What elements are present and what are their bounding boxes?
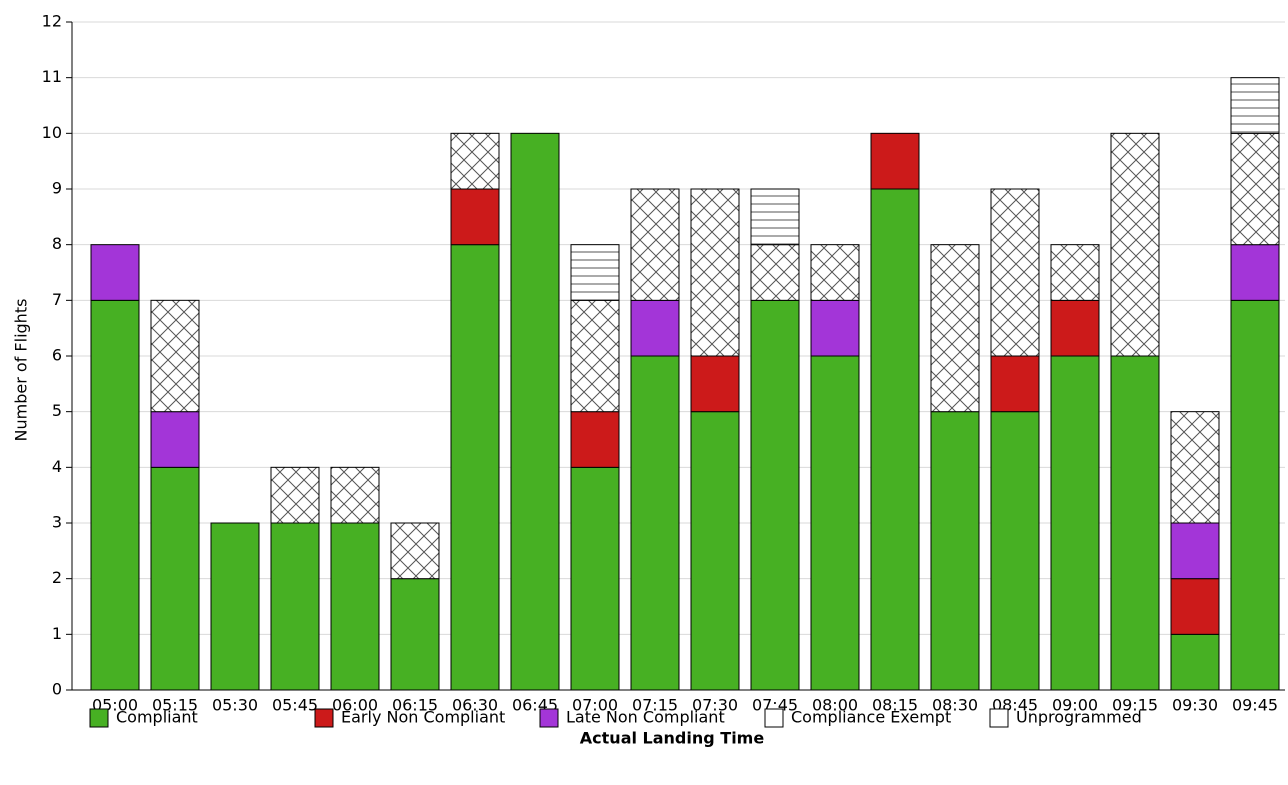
bar-segment <box>1050 355 1100 691</box>
x-tick-label: 08:30 <box>932 696 978 715</box>
x-tick-label: 05:30 <box>212 696 258 715</box>
bar-segment <box>330 522 380 691</box>
x-tick-label: 06:00 <box>332 696 378 715</box>
bar-segment <box>990 355 1040 413</box>
bar-segment <box>1170 522 1220 580</box>
bar-segment <box>570 244 620 301</box>
bar-segment <box>1050 244 1100 301</box>
y-tick-label: 5 <box>52 401 62 420</box>
bar-segment <box>630 188 680 301</box>
bar-segment <box>810 299 860 357</box>
bar-segment <box>1110 355 1160 691</box>
x-tick-label: 06:15 <box>392 696 438 715</box>
bar-segment <box>1050 299 1100 357</box>
y-tick-label: 4 <box>52 457 62 476</box>
bar-segment <box>270 522 320 691</box>
bar-segment <box>1170 578 1220 635</box>
bar-segment <box>690 188 740 357</box>
y-tick-label: 3 <box>52 513 62 532</box>
bar-segment <box>150 299 200 413</box>
x-tick-label: 09:45 <box>1232 696 1278 715</box>
x-tick-label: 06:30 <box>452 696 498 715</box>
x-tick-label: 09:00 <box>1052 696 1098 715</box>
legend-label: Unprogrammed <box>1016 708 1142 727</box>
bar-segment <box>990 411 1040 691</box>
bar-segment <box>450 188 500 246</box>
y-tick-label: 9 <box>52 179 62 198</box>
bar-segment <box>870 132 920 190</box>
bar-segment <box>270 466 320 524</box>
legend-swatch <box>764 708 784 728</box>
bar-segment <box>90 299 140 691</box>
x-tick-label: 07:15 <box>632 696 678 715</box>
x-tick-label: 05:15 <box>152 696 198 715</box>
legend-swatch <box>539 708 559 728</box>
y-tick-label: 11 <box>42 67 62 86</box>
y-tick-label: 6 <box>52 346 62 365</box>
bar-segment <box>210 522 260 691</box>
bar-segment <box>750 299 800 691</box>
y-tick-label: 1 <box>52 624 62 643</box>
x-tick-label: 07:30 <box>692 696 738 715</box>
bar-segment <box>690 355 740 413</box>
bar-segment <box>750 188 800 246</box>
bar-segment <box>330 466 380 524</box>
x-tick-label: 07:00 <box>572 696 618 715</box>
x-axis-label: Actual Landing Time <box>580 729 765 748</box>
bar-segment <box>690 411 740 691</box>
bar-segment <box>930 411 980 691</box>
y-axis-label: Number of Flights <box>12 299 31 442</box>
bar-segment <box>870 188 920 691</box>
legend-label: Late Non Compliant <box>566 708 725 727</box>
x-tick-label: 09:30 <box>1172 696 1218 715</box>
bar-segment <box>570 411 620 468</box>
bar-segment <box>810 244 860 301</box>
legend-label: Early Non Compliant <box>341 708 505 727</box>
x-tick-label: 08:15 <box>872 696 918 715</box>
bar-segment <box>1230 132 1280 246</box>
bar-segment <box>1230 299 1280 691</box>
bar-segment <box>150 411 200 468</box>
y-tick-label: 0 <box>52 680 62 699</box>
y-tick-label: 2 <box>52 568 62 587</box>
legend-swatch <box>989 708 1009 728</box>
bar-segment <box>450 132 500 190</box>
legend-swatch <box>314 708 334 728</box>
bar-segment <box>90 244 140 301</box>
x-tick-label: 09:15 <box>1112 696 1158 715</box>
legend-label: Compliant <box>116 708 198 727</box>
bar-segment <box>390 578 440 691</box>
x-tick-label: 05:45 <box>272 696 318 715</box>
legend-swatch <box>89 708 109 728</box>
bar-segment <box>990 188 1040 357</box>
bar-segment <box>750 244 800 301</box>
y-tick-label: 12 <box>42 12 62 31</box>
bar-segment <box>810 355 860 691</box>
bar-segment <box>630 299 680 357</box>
bar-segment <box>450 244 500 691</box>
bar-segment <box>630 355 680 691</box>
bar-segment <box>1170 633 1220 691</box>
y-tick-label: 7 <box>52 290 62 309</box>
x-tick-label: 08:00 <box>812 696 858 715</box>
bar-segment <box>930 244 980 413</box>
y-tick-label: 10 <box>42 123 62 142</box>
bar-segment <box>570 466 620 691</box>
bar-segment <box>1110 132 1160 357</box>
bar-segment <box>1230 77 1280 134</box>
legend-label: Compliance Exempt <box>791 708 951 727</box>
bar-segment <box>390 522 440 580</box>
bar-segment <box>510 132 560 691</box>
bar-segment <box>1170 411 1220 524</box>
x-tick-label: 07:45 <box>752 696 798 715</box>
bar-segment <box>570 299 620 413</box>
bar-segment <box>1230 244 1280 301</box>
y-tick-label: 8 <box>52 234 62 253</box>
bar-segment <box>150 466 200 691</box>
